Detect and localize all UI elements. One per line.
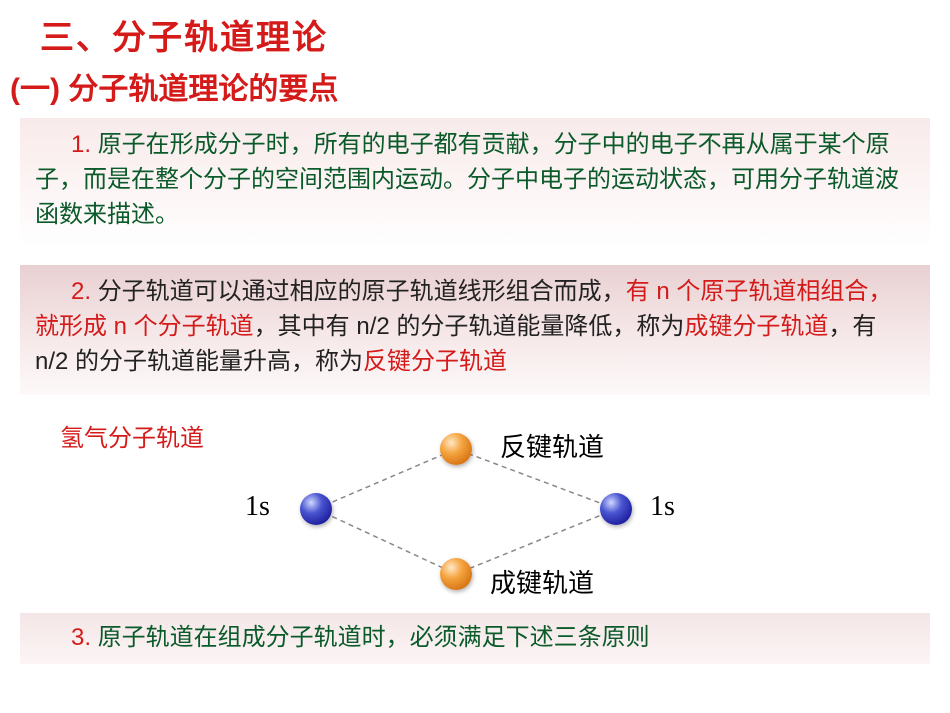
title-main: 三、分子轨道理论 bbox=[0, 0, 950, 64]
p2-lead: 2. bbox=[71, 278, 98, 305]
p1-text: 原子在形成分子时，所有的电子都有贡献，分子中的电子不再从属于某个原子，而是在整个… bbox=[35, 131, 899, 228]
p3-lead: 3. bbox=[71, 624, 98, 651]
label-bonding: 成键轨道 bbox=[490, 563, 594, 600]
paragraph-2: 2. 分子轨道可以通过相应的原子轨道线形组合而成，有 n 个原子轨道相组合，就形… bbox=[35, 275, 915, 379]
paragraph-3-box: 3. 原子轨道在组成分子轨道时，必须满足下述三条原则 bbox=[20, 613, 930, 664]
paragraph-1: 1. 原子在形成分子时，所有的电子都有贡献，分子中的电子不再从属于某个原子，而是… bbox=[35, 128, 915, 232]
mo-diagram: 氢气分子轨道 1s 1s 反键轨道 成键轨道 bbox=[20, 413, 930, 613]
label-antibonding: 反键轨道 bbox=[500, 427, 604, 464]
paragraph-3: 3. 原子轨道在组成分子轨道时，必须满足下述三条原则 bbox=[35, 621, 915, 656]
p3-text: 原子轨道在组成分子轨道时，必须满足下述三条原则 bbox=[98, 624, 650, 651]
p2-seg3: ，其中有 n/2 的分子轨道能量降低，称为 bbox=[254, 313, 685, 340]
p2-seg6: 反键分子轨道 bbox=[363, 348, 507, 375]
title-sub: (一) 分子轨道理论的要点 bbox=[0, 64, 950, 118]
diagram-title: 氢气分子轨道 bbox=[60, 418, 204, 453]
paragraph-1-box: 1. 原子在形成分子时，所有的电子都有贡献，分子中的电子不再从属于某个原子，而是… bbox=[20, 118, 930, 247]
p2-seg4: 成键分子轨道 bbox=[684, 313, 828, 340]
paragraph-2-box: 2. 分子轨道可以通过相应的原子轨道线形组合而成，有 n 个原子轨道相组合，就形… bbox=[20, 265, 930, 394]
orbital-1s-left bbox=[300, 493, 332, 525]
line-left-top bbox=[316, 449, 456, 509]
line-left-bottom bbox=[316, 509, 456, 574]
label-1s-right: 1s bbox=[650, 491, 675, 523]
orbital-1s-right bbox=[600, 493, 632, 525]
label-1s-left: 1s bbox=[245, 491, 270, 523]
orbital-bonding bbox=[440, 558, 472, 590]
p2-seg1: 分子轨道可以通过相应的原子轨道线形组合而成， bbox=[98, 278, 626, 305]
orbital-antibonding bbox=[440, 433, 472, 465]
p1-lead: 1. bbox=[71, 131, 98, 158]
